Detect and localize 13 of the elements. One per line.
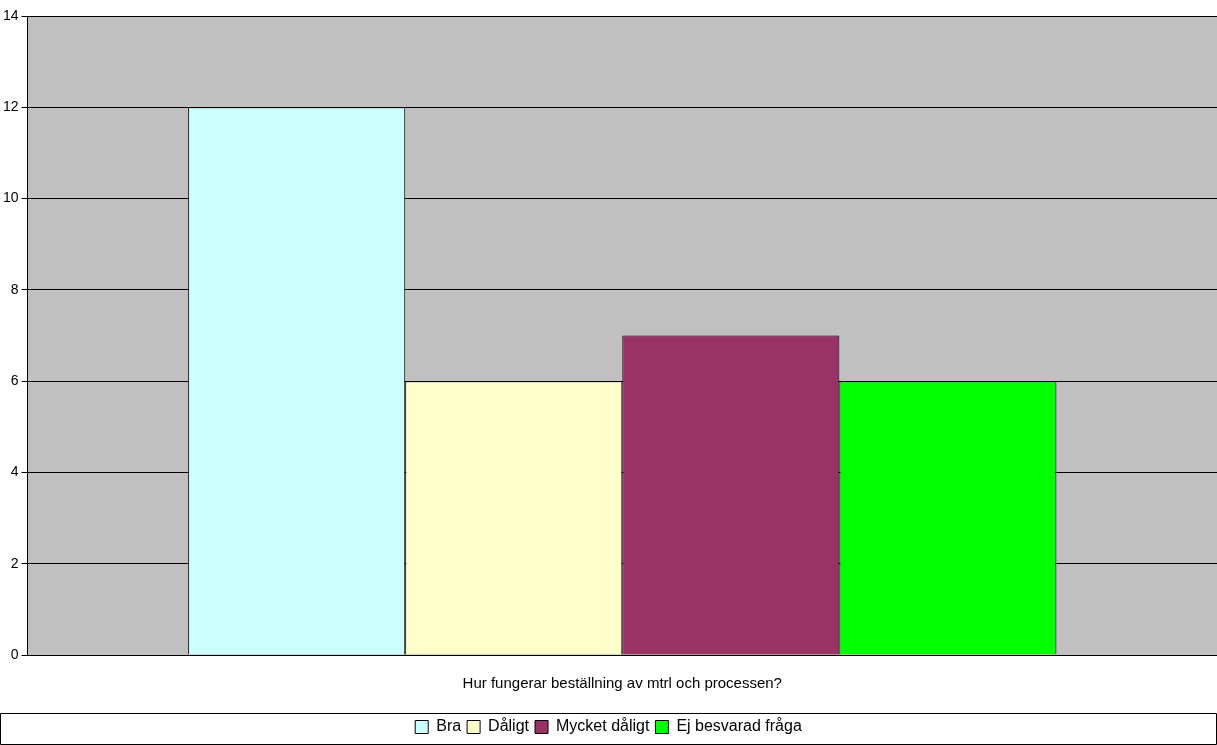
y-tick-label: 10 [2,189,19,206]
y-tick-label: 12 [2,98,19,115]
x-tick-label: Hur fungerar beställning av mtrl och processen? [462,674,782,692]
legend-label: Bra [436,717,462,735]
legend-label: Mycket dåligt [556,717,650,735]
y-tick-label: 14 [2,6,19,23]
y-tick-label: 0 [10,645,19,662]
y-tick-label: 6 [10,372,19,388]
y-tick-label: 4 [10,463,19,480]
y-tick-label: 2 [10,554,19,571]
legend-label: Dåligt [488,717,530,735]
legend-label: Ej besvarad fråga [676,717,802,735]
y-tick-label: 8 [10,280,19,297]
